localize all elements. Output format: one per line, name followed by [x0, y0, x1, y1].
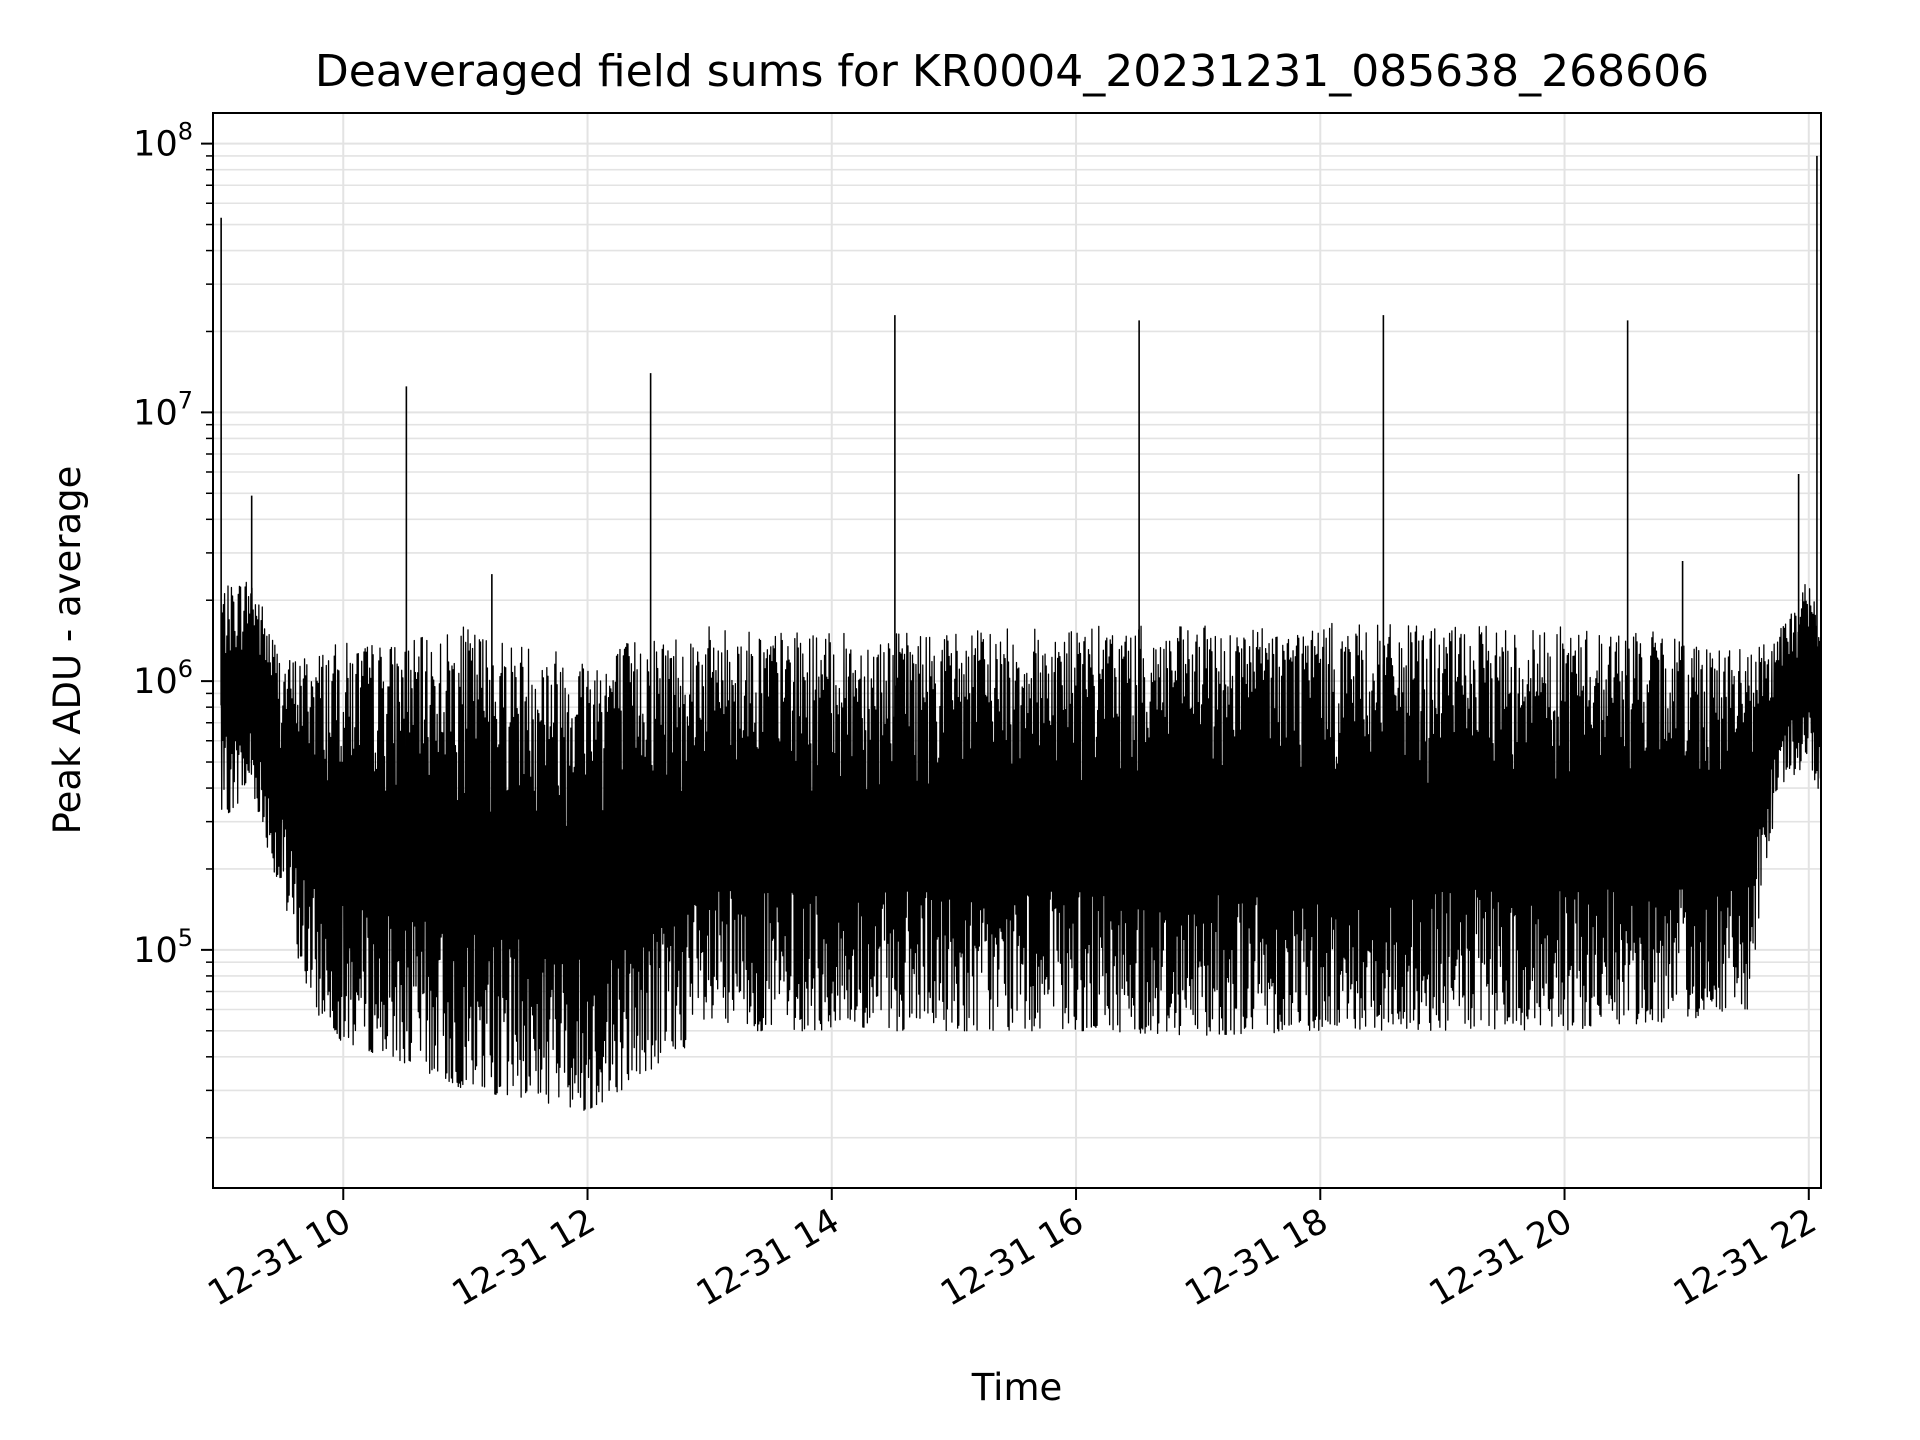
chart-title: Deaveraged field sums for KR0004_2023123… [315, 46, 1709, 97]
data-series [220, 155, 1822, 1111]
y-tick-label: 106 [133, 655, 193, 702]
series-line [220, 581, 1822, 1111]
y-tick-label: 105 [133, 924, 193, 971]
y-tick-label: 108 [133, 118, 193, 165]
plot-area [213, 113, 1821, 1188]
y-axis-label: Peak ADU - average [46, 466, 89, 835]
plot-frame [212, 112, 1822, 1189]
x-axis-label: Time [971, 1366, 1063, 1409]
y-tick-label: 107 [133, 386, 193, 433]
